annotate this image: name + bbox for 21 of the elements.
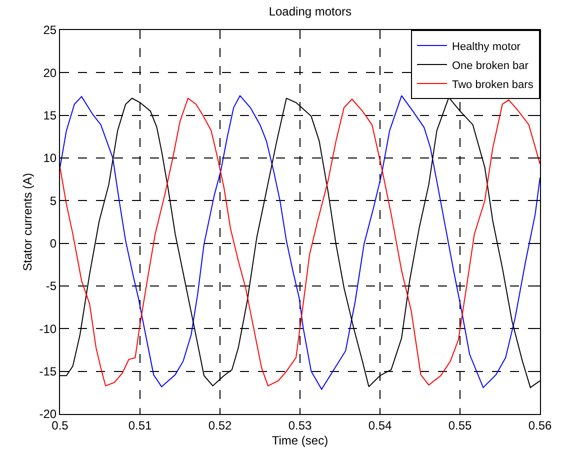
y-tick-label: 0 bbox=[50, 236, 57, 251]
x-tick-label: 0.53 bbox=[288, 418, 312, 432]
y-tick-label: -15 bbox=[39, 364, 57, 379]
y-tick-label: -10 bbox=[39, 322, 57, 336]
x-tick-label: 0.52 bbox=[208, 418, 232, 432]
y-tick-label: 25 bbox=[43, 23, 57, 38]
x-tick-label: 0.56 bbox=[528, 418, 552, 432]
y-tick-label: -5 bbox=[46, 279, 57, 294]
x-tick-label: 0.55 bbox=[448, 418, 472, 432]
y-tick-label: 15 bbox=[43, 108, 57, 123]
legend-label: Two broken bars bbox=[452, 78, 534, 91]
x-axis-title: Time (sec) bbox=[272, 433, 328, 448]
y-tick-label: 10 bbox=[43, 151, 57, 166]
y-axis-title: Stator currents (A) bbox=[20, 172, 35, 272]
y-tick-label: 5 bbox=[50, 194, 57, 208]
legend-label: Healthy motor bbox=[452, 40, 521, 53]
legend-label: One broken bar bbox=[452, 60, 529, 72]
x-tick-label: 0.51 bbox=[128, 418, 152, 432]
chart-title: Loading motors bbox=[268, 4, 352, 18]
x-tick-label: 0.54 bbox=[368, 418, 392, 432]
y-tick-label: 20 bbox=[43, 66, 57, 80]
